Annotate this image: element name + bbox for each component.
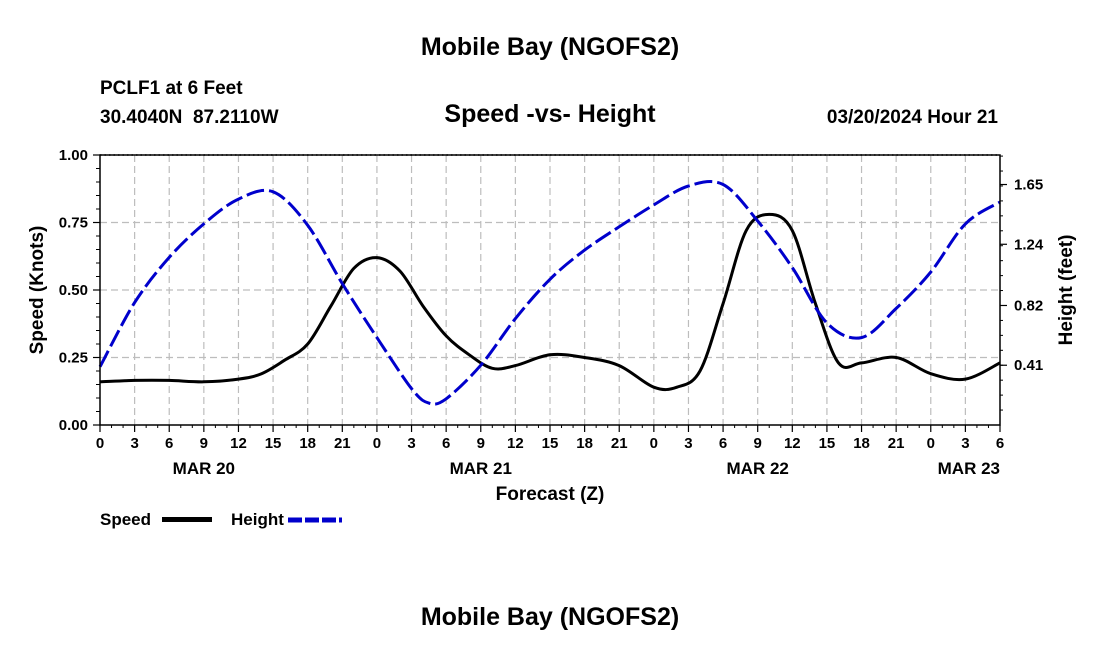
series-layer <box>98 180 1001 406</box>
y-left-tick-label: 0.75 <box>59 215 88 232</box>
x-tick-label: 21 <box>888 435 905 452</box>
chart-title: Speed -vs- Height <box>444 100 656 128</box>
y-right-tick-label: 0.41 <box>1014 357 1043 374</box>
legend-swatch-speed <box>162 517 212 522</box>
series-line-height <box>98 180 1001 406</box>
speed-height-chart: 0 3 6 9 12 15 18 21 0 3 6 9 12 15 18 21 0 3 6 9 12 15 18 21 0 3 6M… <box>27 147 1077 505</box>
x-tick-label: 0 <box>96 435 104 452</box>
x-tick-label: 12 <box>230 435 247 452</box>
x-tick-label: 15 <box>265 435 282 452</box>
legend-swatch-height <box>288 517 342 523</box>
series-line-speed <box>99 212 1001 392</box>
y-axis-label-right: Height (feet) <box>1056 235 1077 346</box>
x-tick-label: 12 <box>784 435 801 452</box>
x-tick-label: 9 <box>754 435 762 452</box>
x-date-label: MAR 20 <box>173 459 235 478</box>
x-tick-label: 12 <box>507 435 524 452</box>
y-right-tick-label: 0.82 <box>1014 297 1043 314</box>
x-date-label: MAR 21 <box>450 459 512 478</box>
x-tick-label: 6 <box>719 435 727 452</box>
y-right-tick-label: 1.24 <box>1014 236 1044 253</box>
x-tick-label: 15 <box>542 435 559 452</box>
station-coordinates: 30.4040N 87.2110W <box>100 107 279 128</box>
station-name: PCLF1 at 6 Feet <box>100 78 243 99</box>
page-title-bottom: Mobile Bay (NGOFS2) <box>420 603 680 631</box>
x-tick-label: 15 <box>819 435 836 452</box>
y-left-tick-label: 1.00 <box>59 147 88 164</box>
x-tick-label: 3 <box>961 435 969 452</box>
x-tick-label: 6 <box>165 435 173 452</box>
x-tick-label: 18 <box>853 435 870 452</box>
y-axis-label-left: Speed (Knots) <box>27 226 48 355</box>
x-date-label: MAR 22 <box>727 459 789 478</box>
x-tick-label: 6 <box>996 435 1004 452</box>
x-tick-label: 3 <box>407 435 415 452</box>
x-tick-label: 0 <box>373 435 381 452</box>
chart-grid <box>100 155 1000 425</box>
x-tick-label: 21 <box>611 435 628 452</box>
x-tick-label: 3 <box>684 435 692 452</box>
x-tick-label: 18 <box>576 435 593 452</box>
page-title-top: Mobile Bay (NGOFS2) <box>420 33 680 61</box>
x-axis-label: Forecast (Z) <box>496 484 605 505</box>
x-date-label: MAR 23 <box>938 459 1000 478</box>
axes-layer: 0 3 6 9 12 15 18 21 0 3 6 9 12 15 18 21 0 3 6 9 12 15 18 21 0 3 6M… <box>59 147 1044 478</box>
legend-label-height: Height <box>231 510 284 529</box>
x-tick-label: 18 <box>299 435 316 452</box>
y-right-tick-label: 1.65 <box>1014 177 1043 194</box>
x-tick-label: 3 <box>130 435 138 452</box>
x-tick-label: 0 <box>927 435 935 452</box>
y-left-tick-label: 0.50 <box>59 282 88 299</box>
x-tick-label: 21 <box>334 435 351 452</box>
x-tick-label: 0 <box>650 435 658 452</box>
x-tick-label: 6 <box>442 435 450 452</box>
forecast-date-label: 03/20/2024 Hour 21 <box>826 107 998 128</box>
x-tick-label: 9 <box>200 435 208 452</box>
y-left-tick-label: 0.00 <box>59 417 88 434</box>
x-tick-label: 9 <box>477 435 485 452</box>
legend-label-speed: Speed <box>100 510 152 529</box>
y-left-tick-label: 0.25 <box>59 350 88 367</box>
